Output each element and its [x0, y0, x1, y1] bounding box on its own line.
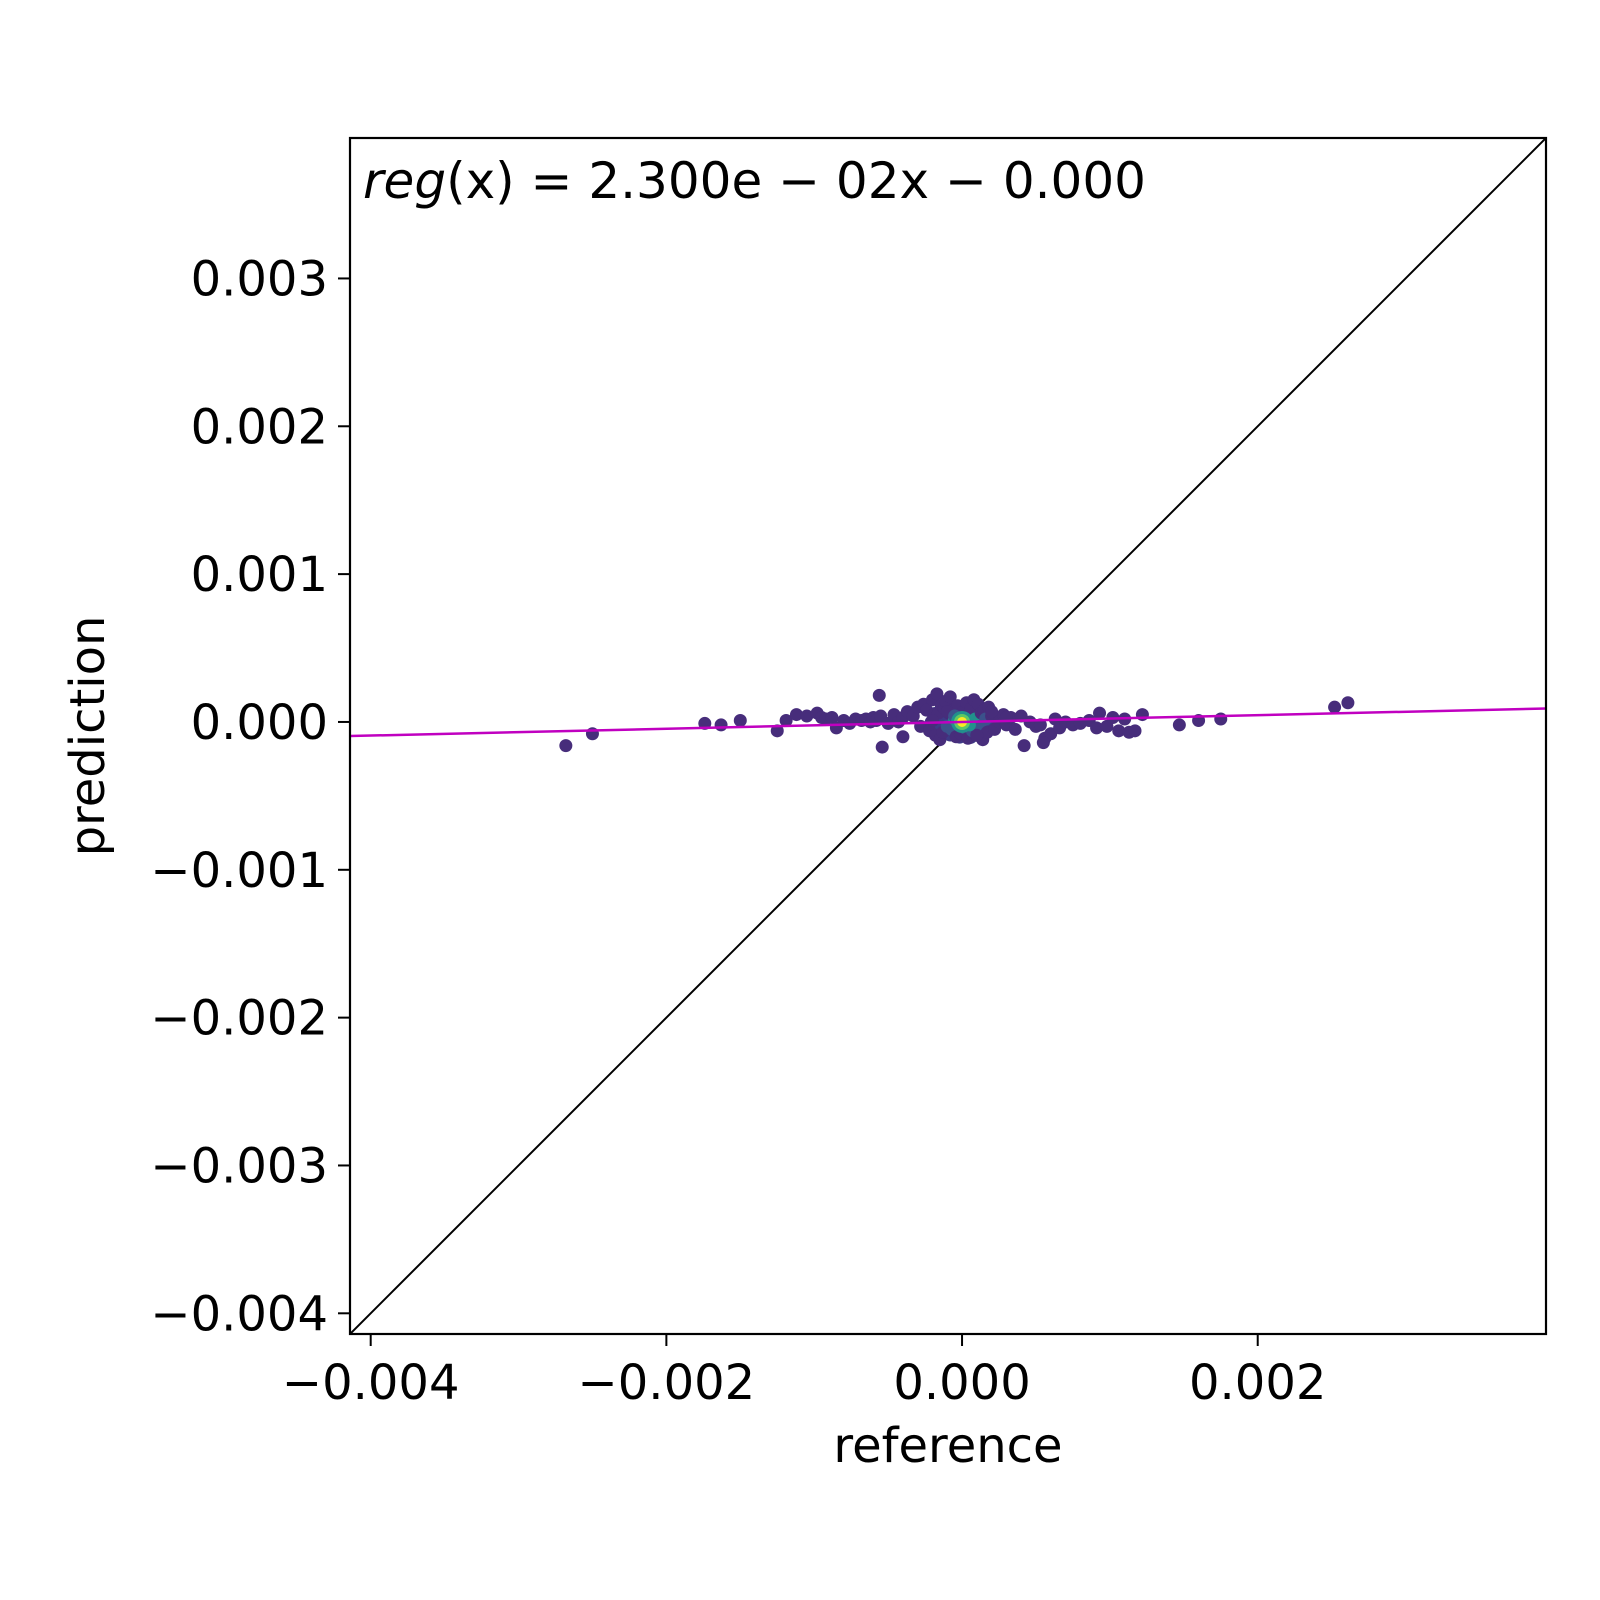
x-tick-label: 0.002: [1189, 1355, 1326, 1411]
x-tick-label: 0.000: [893, 1355, 1030, 1411]
scatter-point: [733, 713, 747, 727]
scatter-point: [800, 709, 814, 723]
scatter-point: [779, 713, 793, 727]
x-tick-label: −0.002: [578, 1355, 756, 1411]
y-tick-label: 0.002: [191, 399, 328, 455]
regression-line: [350, 707, 1546, 738]
y-axis: −0.004 −0.003 −0.002 −0.001 0.000 0.001 0.002 0…: [150, 251, 350, 1342]
scatter-point: [930, 687, 944, 701]
scatter-point: [925, 713, 939, 727]
plot-frame: [348, 136, 1548, 1336]
scatter-point: [1017, 739, 1031, 753]
scatter-point: [875, 740, 889, 754]
y-tick-label: −0.001: [150, 843, 328, 899]
scatter-point: [872, 688, 886, 702]
y-tick-label: 0.003: [191, 251, 328, 307]
regression-equation-prefix: reg: [363, 152, 446, 210]
x-tick-label: −0.004: [282, 1355, 460, 1411]
y-axis-label: prediction: [60, 616, 116, 857]
x-axis: −0.004 −0.002 0.000 0.002: [282, 1334, 1326, 1411]
scatter-point: [1036, 736, 1050, 750]
y-tick-label: 0.000: [191, 695, 328, 751]
scatter-point: [1341, 696, 1355, 710]
x-axis-label: reference: [833, 1418, 1062, 1474]
scatter-point: [770, 724, 784, 738]
y-tick-label: 0.001: [191, 547, 328, 603]
scatter-point: [896, 730, 910, 744]
regression-equation: reg(x) = 2.300e − 02x − 0.000: [363, 152, 1146, 210]
regression-equation-body: (x) = 2.300e − 02x − 0.000: [446, 152, 1146, 210]
y-tick-label: −0.004: [150, 1286, 328, 1342]
scatter-point: [1128, 724, 1142, 738]
scatter-point: [714, 718, 728, 732]
scatter-point: [789, 708, 803, 722]
scatter-point: [1214, 712, 1228, 726]
y-tick-label: −0.003: [150, 1138, 328, 1194]
scatter-point: [1328, 700, 1342, 714]
y-tick-label: −0.002: [150, 991, 328, 1047]
scatter-point: [825, 711, 839, 725]
scatter-point: [1090, 721, 1104, 735]
scatter-point: [1093, 706, 1107, 720]
scatter-point: [970, 728, 984, 742]
scatter-point: [1033, 718, 1047, 732]
scatter-point: [1008, 722, 1022, 736]
plot-points-layer: [350, 687, 1546, 754]
scatter-point: [559, 739, 573, 753]
scatter-point: [1172, 718, 1186, 732]
scatter-point: [985, 705, 999, 719]
scatter-point: [943, 690, 957, 704]
scatter-point: [1112, 724, 1126, 738]
